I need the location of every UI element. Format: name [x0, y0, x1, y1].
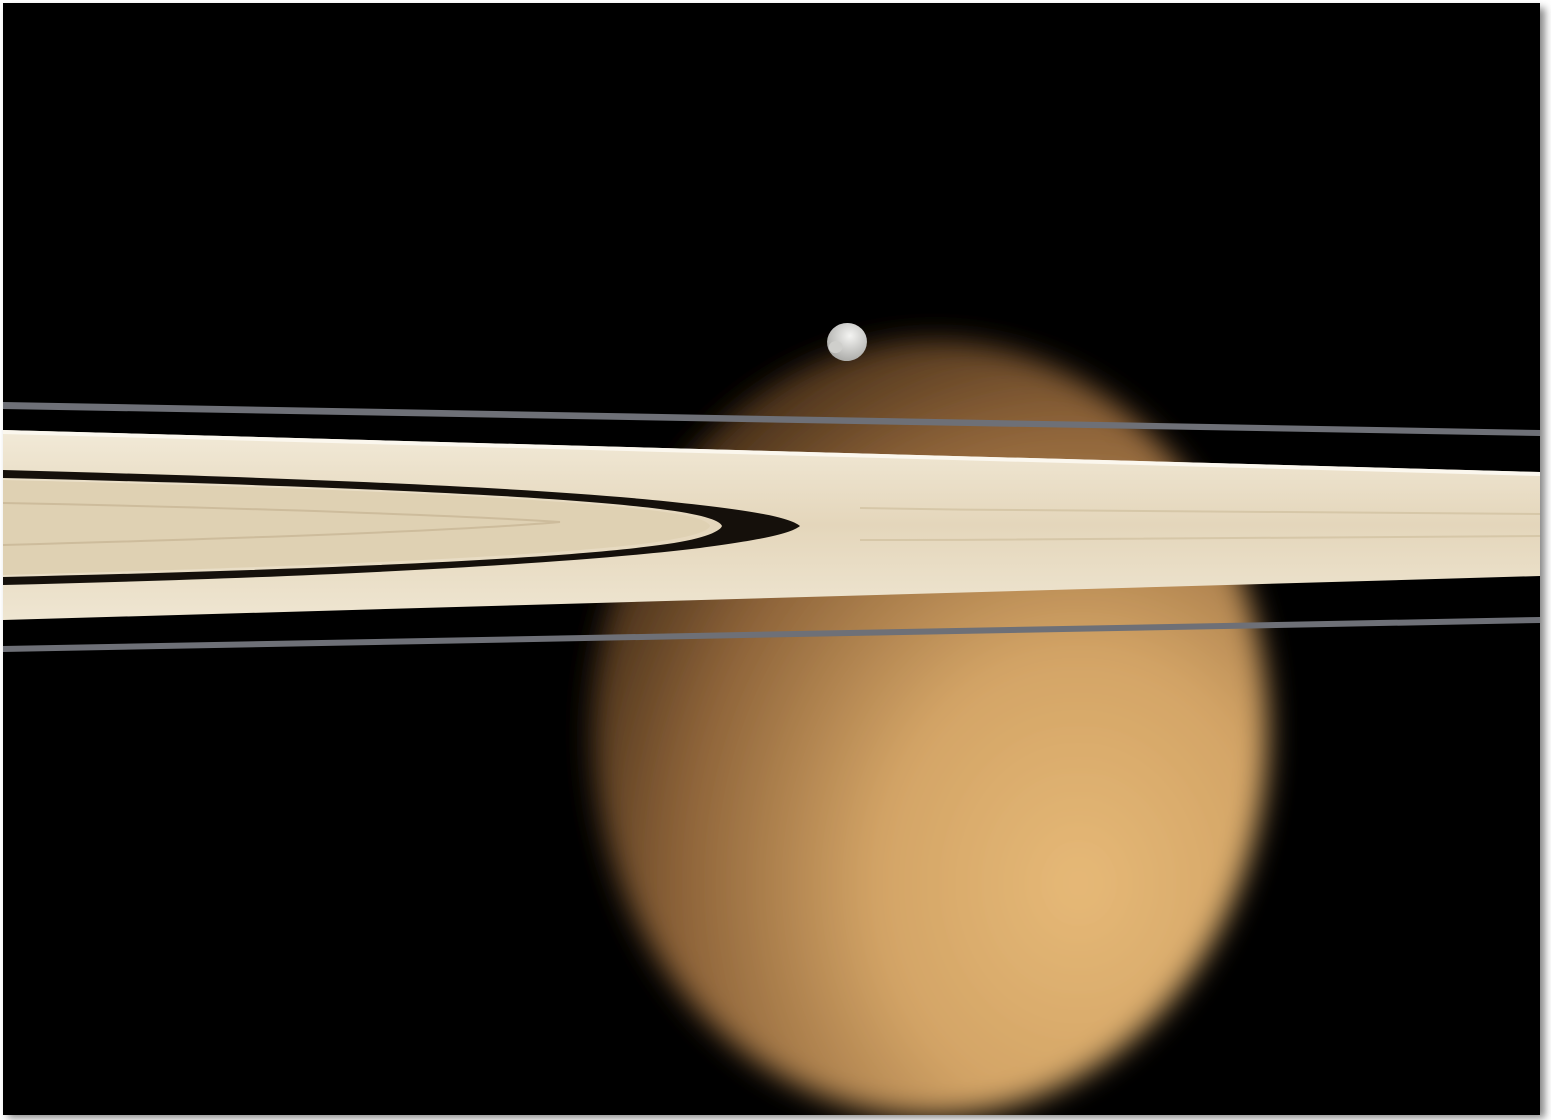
small-moon	[827, 322, 867, 362]
inner-ring	[3, 480, 710, 575]
outer-ring-upper	[3, 402, 1540, 436]
ring-edge	[3, 430, 1540, 476]
ringlet	[3, 502, 561, 546]
outer-ring-lower	[3, 617, 1540, 652]
ringlet	[859, 535, 1540, 541]
ringlet	[859, 507, 1540, 515]
cassini-division	[3, 470, 800, 585]
